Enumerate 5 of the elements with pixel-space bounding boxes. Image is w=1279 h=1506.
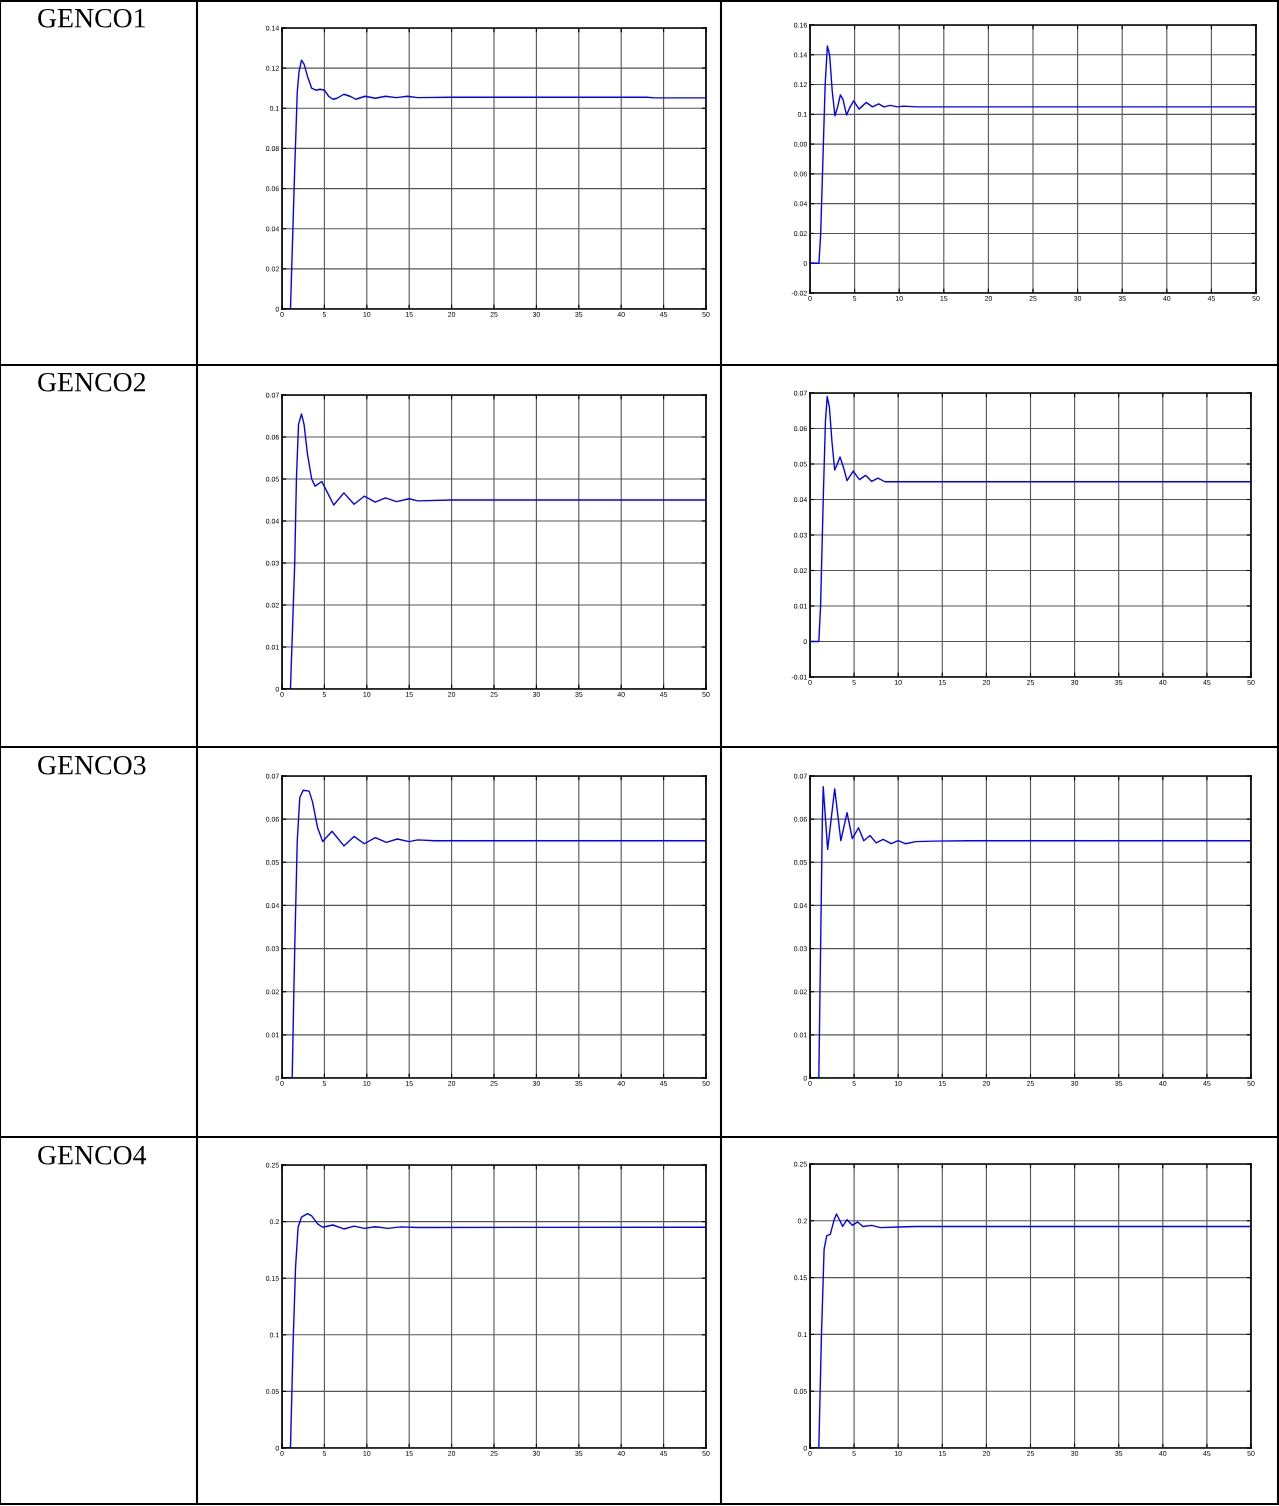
chart-title: GENCO1 (38, 8, 145, 28)
line-series (810, 45, 1256, 264)
chart-title: GENCO4 (38, 1145, 147, 1165)
chart-title: GENCO2 (38, 372, 146, 392)
chart-title: GENCO3 (38, 755, 146, 775)
